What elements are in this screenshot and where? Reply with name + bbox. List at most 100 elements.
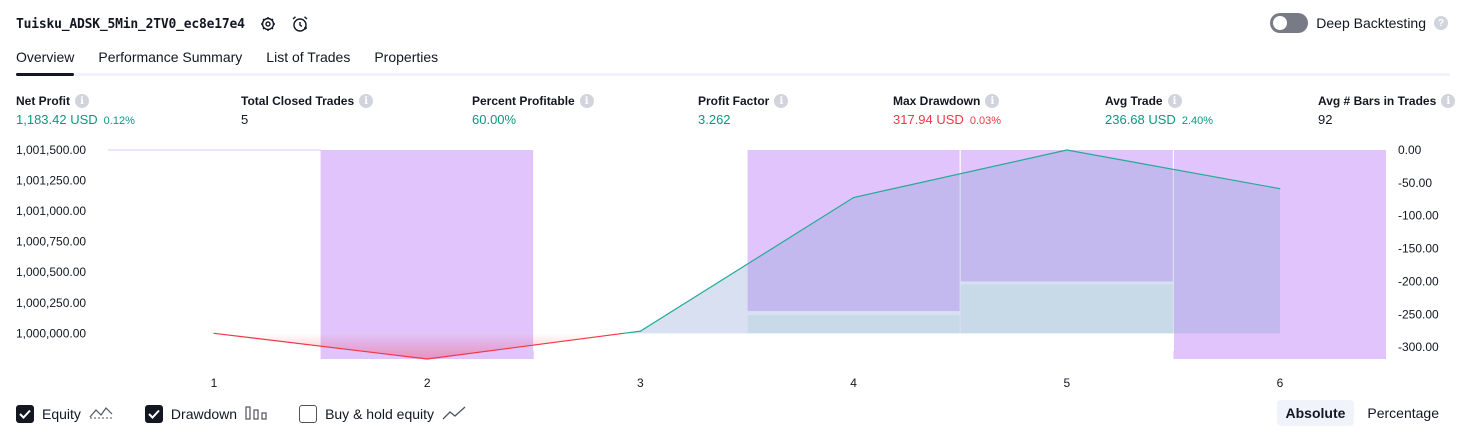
drawdown-bar bbox=[320, 150, 534, 359]
right-axis-tick-label: -300.00 bbox=[1398, 340, 1439, 354]
metric-avg-bars: Avg # Bars in Trades i 92 bbox=[1318, 92, 1456, 127]
equity-line-icon bbox=[89, 405, 113, 424]
drawdown-bar bbox=[960, 150, 1174, 282]
tab-performance-summary[interactable]: Performance Summary bbox=[98, 49, 243, 65]
info-icon[interactable]: i bbox=[359, 94, 374, 108]
x-axis-tick-label: 1 bbox=[211, 376, 218, 390]
buy-hold-area bbox=[747, 315, 961, 334]
info-icon[interactable]: i bbox=[1441, 94, 1456, 108]
metric-label: Avg Trade bbox=[1105, 94, 1163, 108]
tab-properties[interactable]: Properties bbox=[374, 49, 439, 65]
metric-value: 236.68 USD bbox=[1105, 112, 1176, 127]
metric-max-drawdown: Max Drawdown i 317.94 USD 0.03% bbox=[893, 92, 1001, 127]
metric-value: 92 bbox=[1318, 112, 1333, 127]
info-icon[interactable]: i bbox=[985, 94, 1000, 108]
metric-percent: 2.40% bbox=[1181, 115, 1214, 127]
equity-point bbox=[1279, 188, 1281, 190]
equity-point bbox=[1066, 149, 1068, 151]
legend-label: Equity bbox=[42, 406, 81, 422]
tab-list-of-trades[interactable]: List of Trades bbox=[266, 49, 351, 65]
left-axis-tick-label: 1,001,000.00 bbox=[16, 204, 86, 218]
left-axis-tick-label: 1,000,000.00 bbox=[16, 326, 86, 340]
left-axis-tick-label: 1,001,250.00 bbox=[16, 174, 86, 188]
right-axis-tick-label: -50.00 bbox=[1398, 176, 1432, 190]
left-axis-tick-label: 1,001,500.00 bbox=[16, 143, 86, 157]
absolute-button[interactable]: Absolute bbox=[1276, 400, 1355, 426]
equity-chart[interactable]: 1,001,500.00 1,001,250.00 1,001,000.00 1,00… bbox=[0, 140, 1466, 395]
metric-value: 60.00% bbox=[472, 112, 517, 127]
equity-point bbox=[639, 330, 641, 332]
metric-value: 5 bbox=[241, 112, 249, 127]
report-tabs: Overview Performance Summary List of Tra… bbox=[16, 46, 1450, 76]
strategy-title: Tuisku_ADSK_5Min_2TV0_ec8e17e4 bbox=[16, 16, 245, 32]
drawdown-layer bbox=[320, 150, 1386, 359]
toggle-knob bbox=[1273, 16, 1288, 30]
drawdown-bar bbox=[1173, 150, 1386, 359]
equity-checkbox[interactable] bbox=[16, 405, 34, 423]
axis-layer: 1,001,500.00 1,001,250.00 1,001,000.00 1,00… bbox=[16, 143, 1439, 390]
equity-loss-fill bbox=[214, 333, 624, 359]
deep-backtesting-toggle[interactable] bbox=[1270, 13, 1309, 33]
equity-gain-fill bbox=[623, 150, 1280, 334]
right-axis-tick-label: -100.00 bbox=[1398, 209, 1439, 223]
info-icon[interactable]: i bbox=[579, 94, 594, 108]
chart-legend: Equity Drawdown Buy & hold equity bbox=[16, 403, 498, 425]
value-mode-switch: Absolute Percentage bbox=[1276, 400, 1449, 426]
metric-percent-profitable: Percent Profitable i 60.00% bbox=[472, 92, 594, 127]
buy-hold-area bbox=[960, 284, 1174, 334]
info-icon[interactable]: i bbox=[75, 94, 89, 108]
info-icon[interactable]: i bbox=[774, 94, 789, 108]
metric-label: Net Profit bbox=[16, 94, 70, 108]
left-axis-tick-label: 1,000,500.00 bbox=[16, 265, 86, 279]
metric-label: Avg # Bars in Trades bbox=[1318, 94, 1437, 108]
metric-label: Profit Factor bbox=[698, 94, 770, 108]
left-axis-tick-label: 1,000,250.00 bbox=[16, 296, 86, 310]
metric-label: Max Drawdown bbox=[893, 94, 981, 108]
drawdown-checkbox[interactable] bbox=[144, 405, 163, 423]
metric-total-closed-trades: Total Closed Trades i 5 bbox=[241, 92, 374, 127]
deep-backtesting-label: Deep Backtesting bbox=[1316, 15, 1426, 31]
legend-label: Buy & hold equity bbox=[325, 406, 435, 422]
x-axis-tick-label: 5 bbox=[1063, 376, 1070, 390]
legend-equity[interactable]: Equity bbox=[16, 405, 113, 424]
tab-overview[interactable]: Overview bbox=[16, 46, 75, 76]
metric-percent: 0.03% bbox=[969, 115, 1002, 127]
metric-percent: 0.12% bbox=[103, 115, 135, 127]
equity-fill-layer bbox=[214, 150, 1280, 359]
x-axis-tick-label: 2 bbox=[424, 376, 431, 390]
metrics-row: Net Profit i 1,183.42 USD 0.12% Total Clos… bbox=[0, 92, 1466, 132]
report-header: Tuisku_ADSK_5Min_2TV0_ec8e17e4 bbox=[16, 12, 309, 36]
bars-icon bbox=[245, 405, 267, 424]
right-axis-tick-label: -250.00 bbox=[1398, 307, 1439, 321]
deep-backtesting: Deep Backtesting ? bbox=[1270, 13, 1448, 33]
x-axis-tick-label: 6 bbox=[1277, 376, 1284, 390]
separator-layer bbox=[533, 150, 1175, 351]
gear-icon[interactable] bbox=[259, 15, 277, 33]
x-axis-tick-label: 4 bbox=[850, 376, 857, 390]
trend-line-icon bbox=[442, 405, 466, 424]
buy-hold-checkbox[interactable] bbox=[299, 405, 318, 423]
equity-point bbox=[426, 358, 428, 360]
metric-avg-trade: Avg Trade i 236.68 USD 2.40% bbox=[1105, 92, 1213, 127]
metric-value: 317.94 USD bbox=[893, 112, 964, 127]
help-icon[interactable]: ? bbox=[1434, 16, 1448, 30]
metric-label: Percent Profitable bbox=[472, 94, 575, 108]
alarm-clock-icon[interactable] bbox=[291, 15, 309, 33]
legend-label: Drawdown bbox=[170, 406, 238, 422]
equity-point bbox=[213, 332, 215, 334]
equity-layer bbox=[213, 149, 1281, 360]
left-axis-tick-label: 1,000,750.00 bbox=[16, 235, 86, 249]
right-axis-tick-label: -200.00 bbox=[1398, 274, 1439, 288]
legend-buy-hold[interactable]: Buy & hold equity bbox=[299, 405, 466, 424]
metric-value: 1,183.42 USD bbox=[16, 112, 98, 127]
legend-drawdown[interactable]: Drawdown bbox=[144, 405, 267, 424]
x-axis-tick-label: 3 bbox=[637, 376, 644, 390]
info-icon[interactable]: i bbox=[1167, 94, 1182, 108]
metric-label: Total Closed Trades bbox=[241, 94, 355, 108]
metric-net-profit: Net Profit i 1,183.42 USD 0.12% bbox=[16, 92, 135, 127]
metric-value: 3.262 bbox=[698, 112, 731, 127]
percentage-button[interactable]: Percentage bbox=[1367, 405, 1439, 421]
equity-point bbox=[853, 197, 855, 199]
right-axis-tick-label: -150.00 bbox=[1398, 242, 1439, 256]
drawdown-bar bbox=[747, 150, 961, 312]
